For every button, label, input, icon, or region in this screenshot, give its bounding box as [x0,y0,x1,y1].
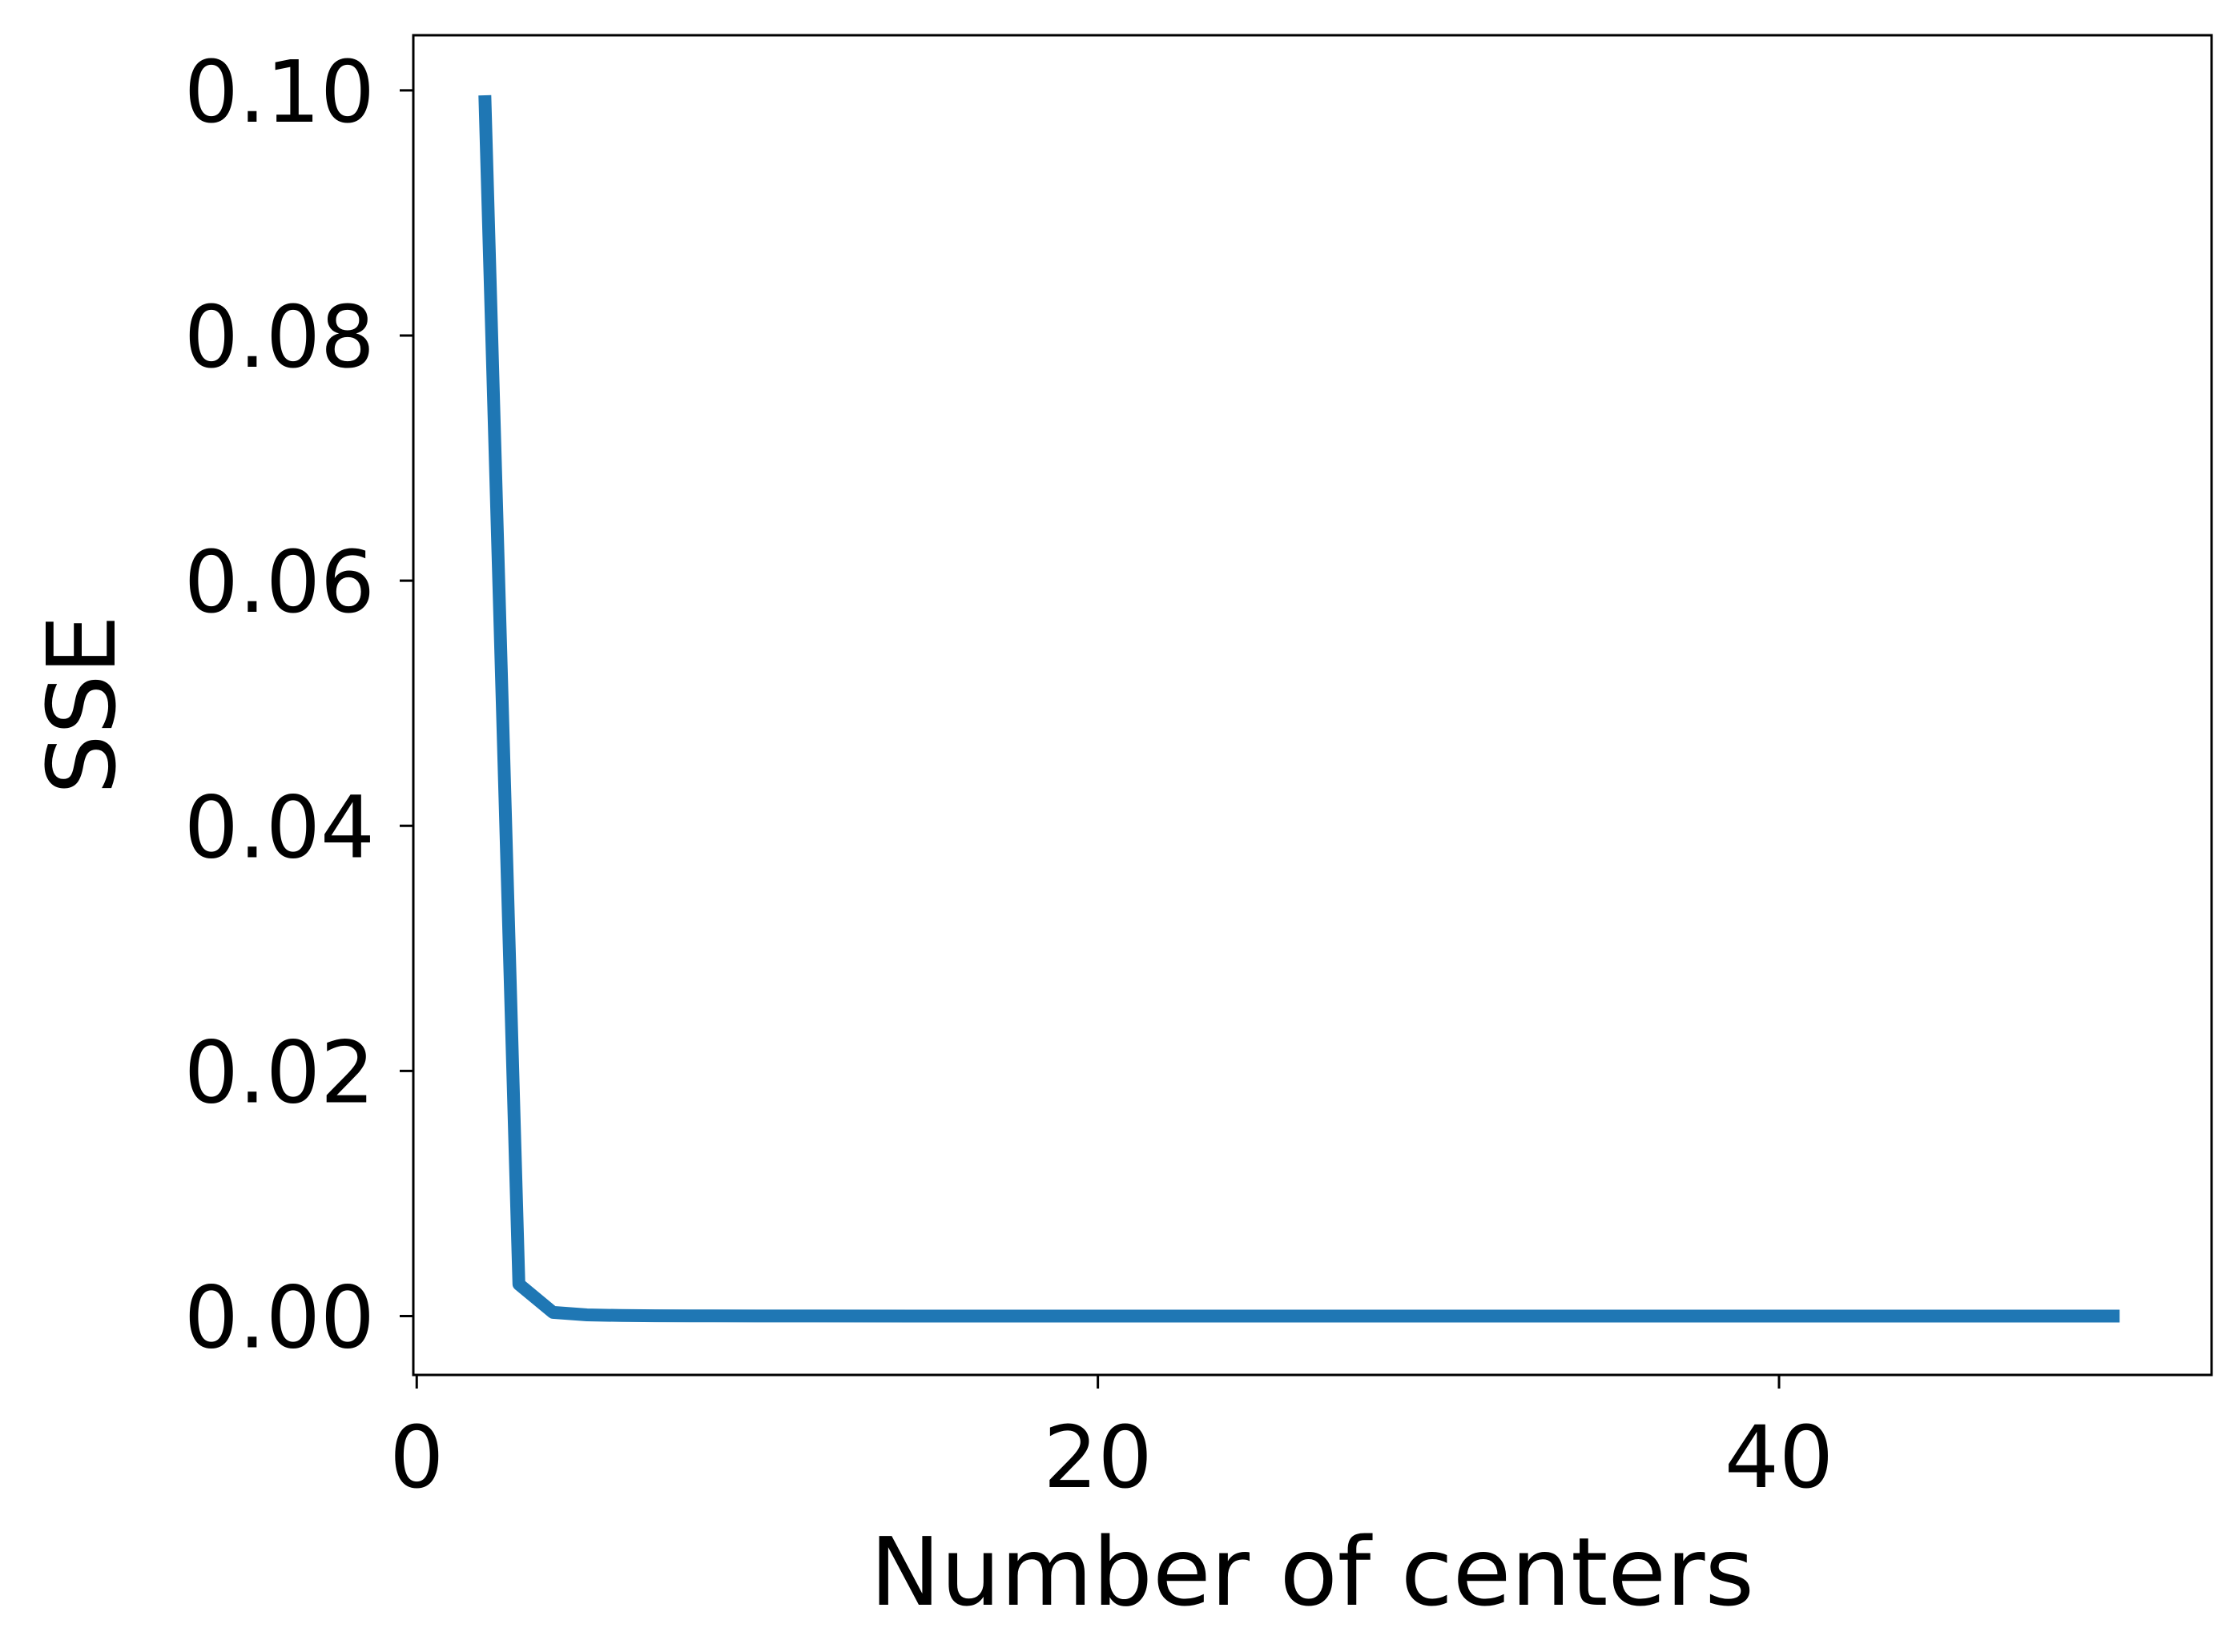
y-tick-label: 0.00 [184,1269,375,1369]
y-axis-ticks: 0.00 0.02 0.04 0.06 0.08 0.10 [184,43,413,1369]
series-layer [478,94,2120,1323]
x-axis-ticks: 0 20 40 [389,1375,1833,1508]
y-tick-label: 0.04 [184,778,375,878]
x-tick-label: 40 [1725,1409,1833,1508]
x-tick-label: 0 [389,1409,444,1508]
series-line [478,94,2120,1323]
y-tick-label: 0.06 [184,533,375,633]
y-tick-label: 0.10 [184,43,375,143]
plot-frame [412,34,2213,1377]
x-axis-label: Number of centers [870,1517,1754,1627]
y-axis-label: SSE [26,615,137,794]
y-tick-label: 0.02 [184,1023,375,1123]
x-tick-label: 20 [1044,1409,1153,1508]
y-tick-label: 0.08 [184,288,375,388]
